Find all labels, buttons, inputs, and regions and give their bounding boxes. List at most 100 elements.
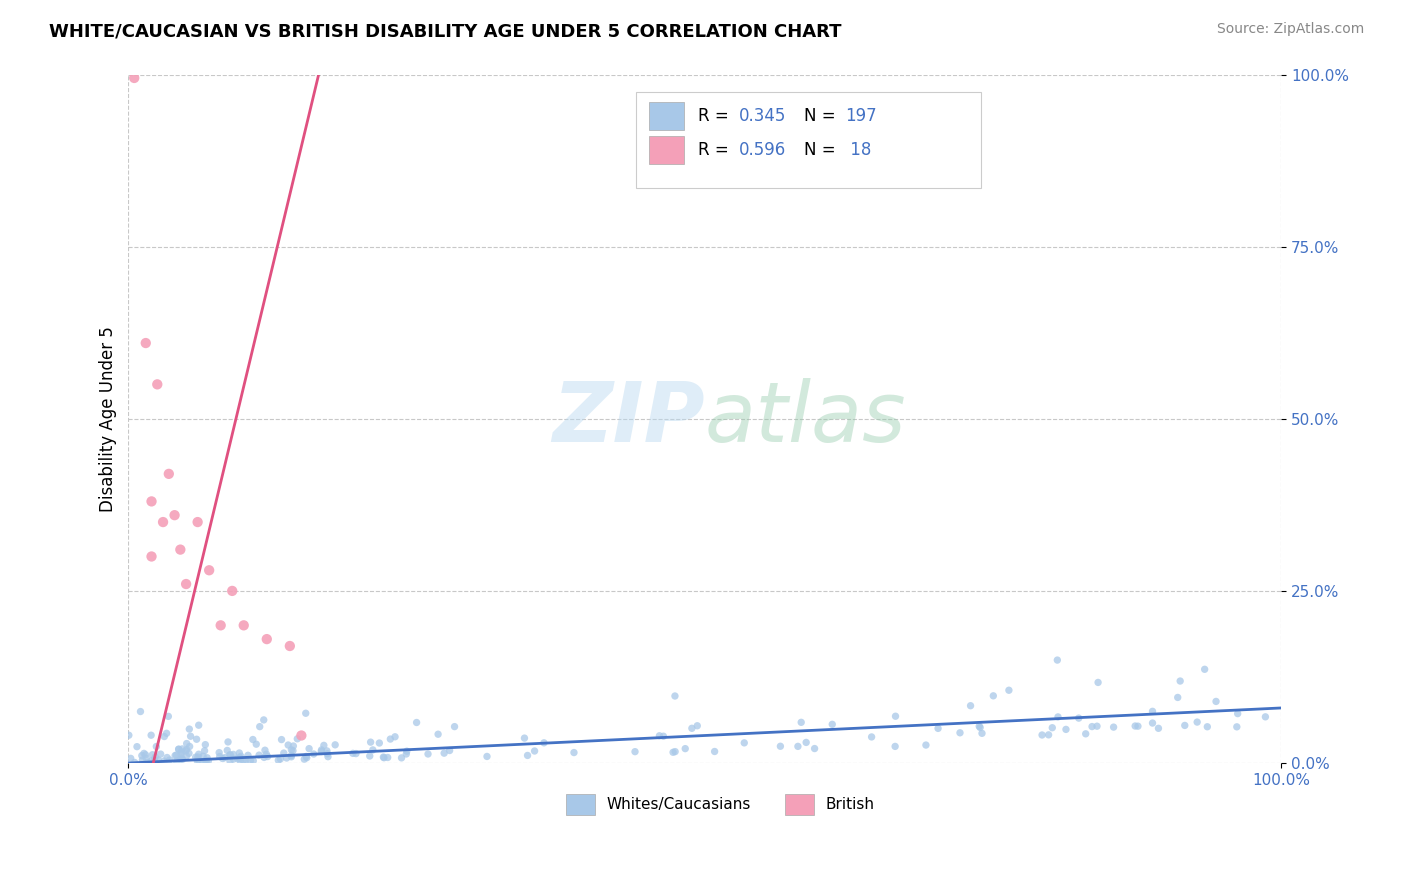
Point xyxy=(533,736,555,750)
Point xyxy=(360,735,382,749)
Point xyxy=(1067,711,1090,725)
Point xyxy=(169,752,191,766)
Point xyxy=(256,632,278,646)
Point xyxy=(145,739,167,754)
Point xyxy=(981,689,1004,703)
Point xyxy=(170,751,193,765)
Point xyxy=(970,726,993,740)
Point xyxy=(405,715,427,730)
Point xyxy=(790,715,813,730)
Point xyxy=(281,744,304,758)
Text: ZIP: ZIP xyxy=(553,378,704,459)
Point xyxy=(673,741,696,756)
Point xyxy=(267,753,290,767)
Point xyxy=(290,729,312,743)
Point xyxy=(1167,690,1189,705)
Point xyxy=(217,735,239,749)
Y-axis label: Disability Age Under 5: Disability Age Under 5 xyxy=(100,326,117,512)
Point xyxy=(959,698,981,713)
Point xyxy=(359,749,381,764)
Point xyxy=(156,750,179,764)
Point xyxy=(149,747,172,761)
Point xyxy=(1168,673,1191,688)
Point xyxy=(191,749,214,764)
Point xyxy=(194,738,217,752)
Point xyxy=(242,754,264,768)
Point xyxy=(1123,719,1146,733)
Point xyxy=(195,750,218,764)
Point xyxy=(648,729,671,743)
Bar xyxy=(650,102,685,129)
Point xyxy=(135,751,157,765)
Point xyxy=(218,747,240,762)
Point xyxy=(312,739,335,753)
Point xyxy=(391,751,413,765)
Point xyxy=(170,747,193,761)
Point xyxy=(153,754,176,768)
Point xyxy=(134,747,156,762)
Point xyxy=(416,747,439,761)
Point xyxy=(228,750,250,764)
Text: atlas: atlas xyxy=(704,378,907,459)
Text: 0.345: 0.345 xyxy=(740,107,787,125)
Point xyxy=(624,745,647,759)
Point xyxy=(157,467,180,481)
Point xyxy=(342,747,364,761)
Point xyxy=(562,746,585,760)
Point xyxy=(217,743,239,757)
Point xyxy=(344,747,367,761)
Point xyxy=(1254,710,1277,724)
Point xyxy=(159,753,181,767)
Point xyxy=(280,743,302,757)
Point xyxy=(283,739,305,753)
Point xyxy=(427,727,450,741)
Point xyxy=(125,739,148,754)
Point xyxy=(949,726,972,740)
Point xyxy=(302,747,325,761)
Point xyxy=(124,756,146,770)
Point xyxy=(191,755,214,769)
Point xyxy=(143,753,166,767)
Point xyxy=(247,748,270,763)
Point xyxy=(733,736,755,750)
Point xyxy=(273,746,295,760)
Point xyxy=(167,742,190,756)
Point xyxy=(146,377,169,392)
Point xyxy=(269,752,291,766)
Point xyxy=(186,754,208,768)
Point xyxy=(229,749,252,764)
Point xyxy=(316,744,339,758)
Point xyxy=(155,726,177,740)
Point xyxy=(1174,718,1197,732)
Point xyxy=(143,750,166,764)
Point xyxy=(1040,721,1063,735)
Point xyxy=(177,746,200,760)
Text: Whites/Caucasians: Whites/Caucasians xyxy=(607,797,751,812)
Point xyxy=(131,748,153,763)
Point xyxy=(1147,721,1170,735)
Point xyxy=(475,749,498,764)
Point xyxy=(860,730,883,744)
Point xyxy=(1205,694,1227,708)
Point xyxy=(256,749,278,764)
Point xyxy=(285,731,308,746)
Point xyxy=(377,750,399,764)
Point xyxy=(239,754,262,768)
Text: R =: R = xyxy=(697,141,734,160)
Point xyxy=(229,751,252,765)
Point xyxy=(1102,720,1125,734)
Point xyxy=(681,721,703,735)
Point xyxy=(395,747,418,761)
Point xyxy=(176,748,198,763)
FancyBboxPatch shape xyxy=(636,92,981,188)
Point xyxy=(1087,675,1109,690)
Point xyxy=(292,752,315,766)
Point xyxy=(139,728,162,742)
Point xyxy=(157,709,180,723)
Point xyxy=(1054,723,1077,737)
Point xyxy=(235,753,257,767)
Point xyxy=(174,744,197,758)
Point xyxy=(232,754,254,768)
Point xyxy=(686,719,709,733)
Point xyxy=(277,738,299,752)
